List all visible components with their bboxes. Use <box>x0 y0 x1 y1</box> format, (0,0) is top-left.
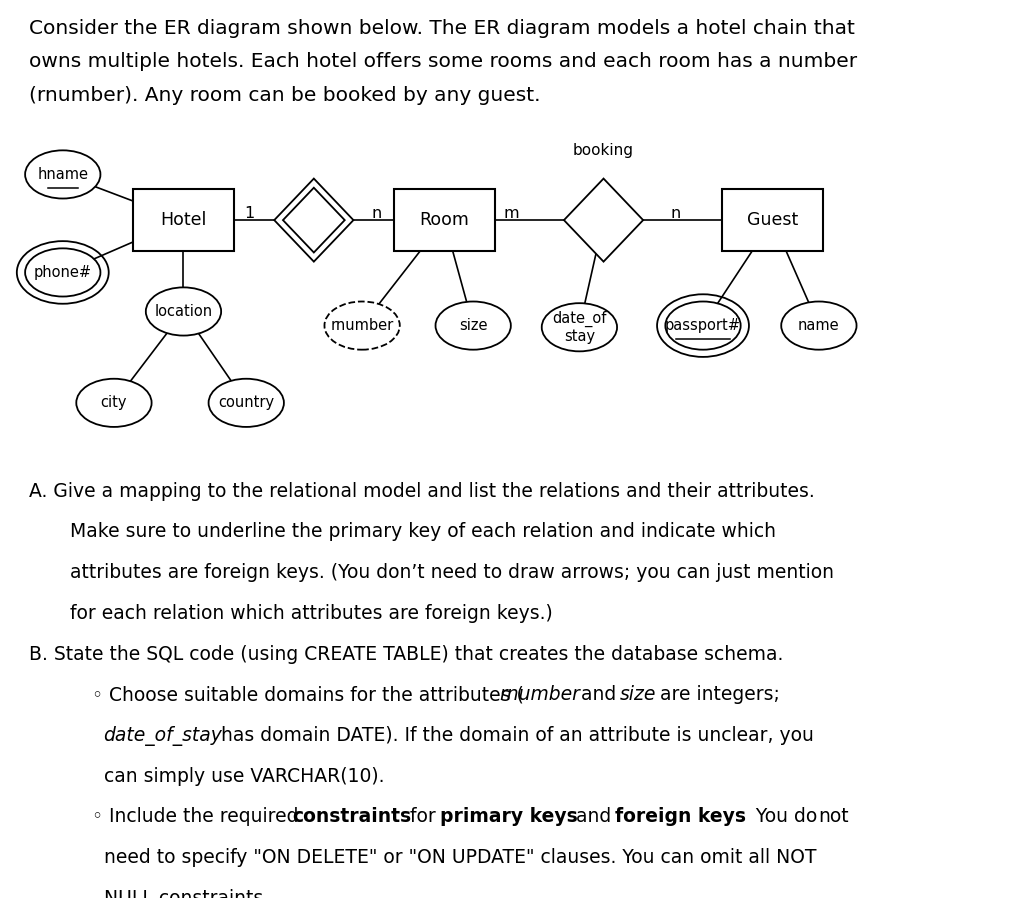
Text: Make sure to underline the primary key of each relation and indicate which: Make sure to underline the primary key o… <box>70 523 775 541</box>
Text: size: size <box>459 318 487 333</box>
Text: NULL constraints.: NULL constraints. <box>92 889 269 898</box>
Text: constraints: constraints <box>292 807 412 826</box>
Text: are integers;: are integers; <box>654 685 780 704</box>
Text: n: n <box>372 206 382 221</box>
Text: size: size <box>620 685 656 704</box>
Ellipse shape <box>781 302 856 349</box>
Ellipse shape <box>542 304 617 351</box>
Text: Guest: Guest <box>746 211 798 229</box>
Text: hname: hname <box>37 167 88 182</box>
Text: rnumber: rnumber <box>331 318 394 333</box>
FancyBboxPatch shape <box>393 189 495 251</box>
Text: (rnumber). Any room can be booked by any guest.: (rnumber). Any room can be booked by any… <box>29 85 541 104</box>
Text: rnumber: rnumber <box>499 685 580 704</box>
Text: .  You do: . You do <box>738 807 823 826</box>
Text: date_of
stay: date_of stay <box>552 311 606 344</box>
Text: not: not <box>818 807 849 826</box>
Ellipse shape <box>26 249 100 296</box>
FancyBboxPatch shape <box>133 189 234 251</box>
Ellipse shape <box>435 302 511 349</box>
Text: has domain DATE). If the domain of an attribute is unclear, you: has domain DATE). If the domain of an at… <box>215 726 814 745</box>
Text: phone#: phone# <box>34 265 92 280</box>
Ellipse shape <box>666 302 740 349</box>
Text: n: n <box>671 206 681 221</box>
Ellipse shape <box>76 379 152 427</box>
Polygon shape <box>564 179 643 261</box>
Text: 1: 1 <box>244 206 254 221</box>
Ellipse shape <box>325 302 399 349</box>
Polygon shape <box>274 179 353 261</box>
Text: attributes are foreign keys. (You don’t need to draw arrows; you can just mentio: attributes are foreign keys. (You don’t … <box>70 563 834 582</box>
Text: owns multiple hotels. Each hotel offers some rooms and each room has a number: owns multiple hotels. Each hotel offers … <box>29 52 857 71</box>
Text: can simply use VARCHAR(10).: can simply use VARCHAR(10). <box>92 767 384 786</box>
Ellipse shape <box>209 379 284 427</box>
Text: need to specify "ON DELETE" or "ON UPDATE" clauses. You can omit all NOT: need to specify "ON DELETE" or "ON UPDAT… <box>92 848 816 867</box>
Text: passport#: passport# <box>665 318 741 333</box>
Text: m: m <box>504 206 519 221</box>
Text: for each relation which attributes are foreign keys.): for each relation which attributes are f… <box>70 603 552 623</box>
Text: country: country <box>218 395 274 410</box>
Text: location: location <box>155 304 213 319</box>
Text: for: for <box>404 807 442 826</box>
Text: ◦ Include the required: ◦ Include the required <box>92 807 304 826</box>
Text: and: and <box>575 685 623 704</box>
Text: B. State the SQL code (using CREATE TABLE) that creates the database schema.: B. State the SQL code (using CREATE TABL… <box>29 645 783 664</box>
Text: primary keys: primary keys <box>440 807 578 826</box>
Ellipse shape <box>145 287 221 336</box>
Text: date_of_stay: date_of_stay <box>103 726 222 746</box>
Text: ◦ Choose suitable domains for the attributes (: ◦ Choose suitable domains for the attrib… <box>92 685 523 704</box>
Text: Hotel: Hotel <box>161 211 207 229</box>
Text: and: and <box>570 807 617 826</box>
Ellipse shape <box>26 150 100 198</box>
Text: name: name <box>798 318 840 333</box>
Text: foreign keys: foreign keys <box>614 807 745 826</box>
Text: booking: booking <box>573 143 634 158</box>
Text: city: city <box>100 395 127 410</box>
Text: A. Give a mapping to the relational model and list the relations and their attri: A. Give a mapping to the relational mode… <box>29 481 815 501</box>
Text: Consider the ER diagram shown below. The ER diagram models a hotel chain that: Consider the ER diagram shown below. The… <box>29 19 855 38</box>
Text: Room: Room <box>419 211 469 229</box>
FancyBboxPatch shape <box>722 189 823 251</box>
